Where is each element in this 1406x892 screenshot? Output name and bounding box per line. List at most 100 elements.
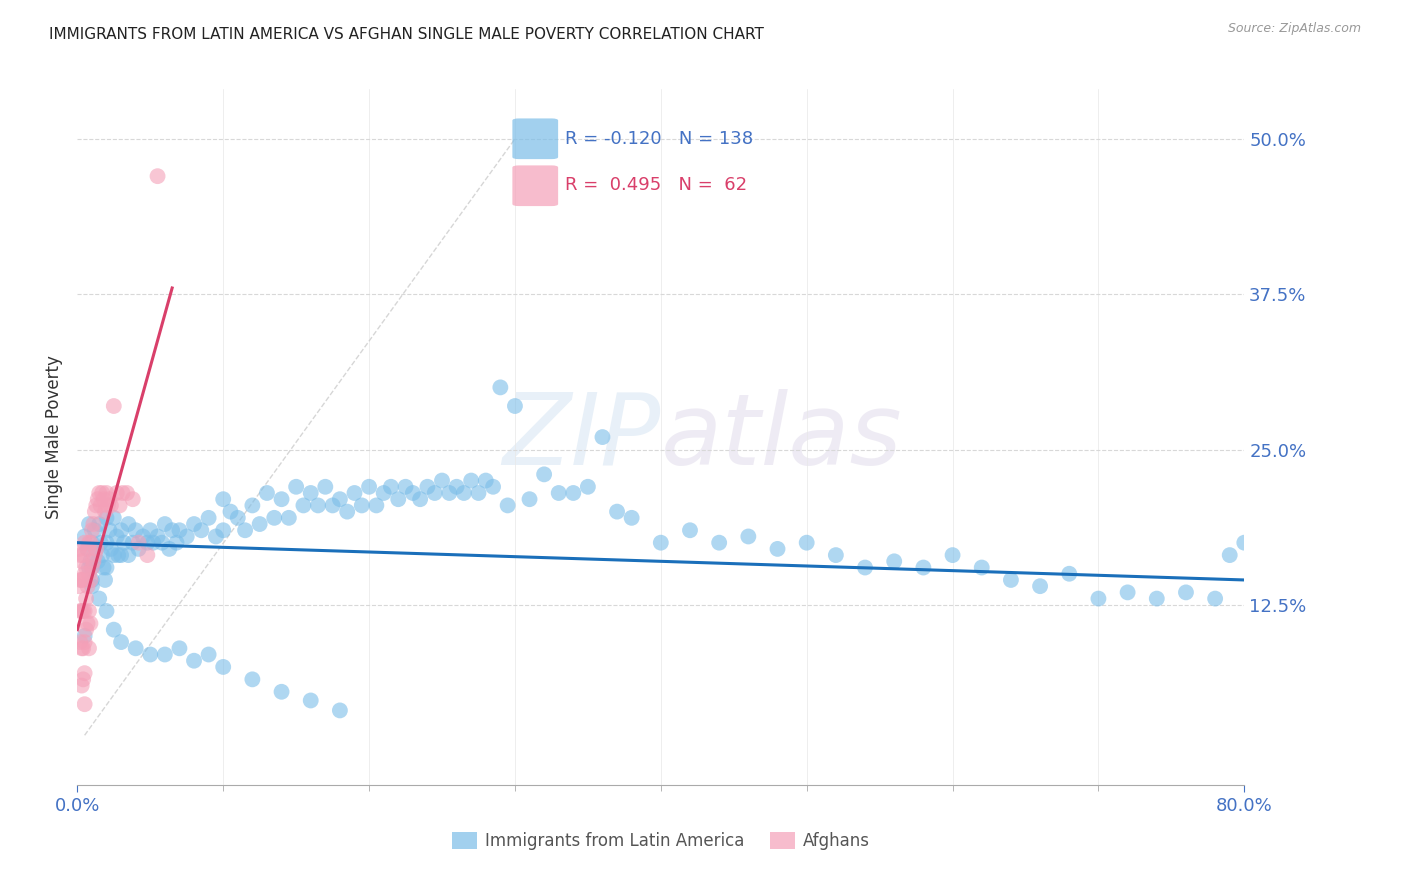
Point	[533, 467, 555, 482]
Point	[72, 548, 94, 562]
Point	[912, 560, 935, 574]
Point	[416, 480, 439, 494]
Point	[77, 641, 100, 656]
Point	[121, 492, 143, 507]
Point	[77, 604, 100, 618]
Point	[299, 693, 322, 707]
Text: IMMIGRANTS FROM LATIN AMERICA VS AFGHAN SINGLE MALE POVERTY CORRELATION CHART: IMMIGRANTS FROM LATIN AMERICA VS AFGHAN …	[49, 27, 763, 42]
Point	[110, 635, 132, 649]
Point	[270, 685, 292, 699]
Point	[72, 641, 94, 656]
Point	[80, 560, 103, 574]
Point	[115, 486, 138, 500]
Point	[183, 516, 205, 531]
Point	[73, 635, 96, 649]
Point	[75, 591, 97, 606]
Point	[233, 523, 256, 537]
Point	[183, 654, 205, 668]
Point	[97, 499, 120, 513]
Point	[69, 635, 91, 649]
Point	[343, 486, 366, 500]
Point	[329, 492, 352, 507]
Point	[650, 535, 672, 549]
Point	[110, 523, 132, 537]
Point	[124, 641, 148, 656]
Point	[79, 616, 101, 631]
Point	[709, 535, 731, 549]
Point	[72, 573, 94, 587]
Point	[110, 548, 132, 562]
Text: Source: ZipAtlas.com: Source: ZipAtlas.com	[1227, 22, 1361, 36]
Point	[80, 573, 103, 587]
Point	[853, 560, 876, 574]
Point	[79, 554, 101, 568]
Point	[205, 529, 228, 543]
Point	[98, 523, 121, 537]
Point	[82, 554, 104, 568]
Point	[83, 548, 105, 562]
Point	[240, 673, 263, 687]
Point	[69, 573, 91, 587]
Point	[73, 666, 96, 681]
Point	[73, 535, 96, 549]
Point	[942, 548, 965, 562]
Point	[212, 523, 235, 537]
Point	[111, 486, 134, 500]
Point	[1219, 548, 1241, 562]
Point	[197, 511, 219, 525]
Point	[94, 573, 117, 587]
Point	[240, 499, 263, 513]
Point	[84, 541, 107, 556]
Point	[387, 492, 409, 507]
Point	[606, 505, 628, 519]
Point	[70, 554, 93, 568]
Point	[883, 554, 905, 568]
Point	[453, 486, 475, 500]
Point	[87, 554, 110, 568]
Point	[128, 535, 150, 549]
Point	[103, 511, 125, 525]
Point	[350, 499, 373, 513]
Point	[153, 648, 176, 662]
Point	[249, 516, 271, 531]
Point	[402, 486, 425, 500]
Point	[73, 529, 96, 543]
Point	[394, 480, 416, 494]
Point	[1029, 579, 1052, 593]
Point	[89, 516, 111, 531]
Point	[89, 591, 111, 606]
Point	[547, 486, 569, 500]
Point	[67, 579, 90, 593]
Point	[70, 604, 93, 618]
Point	[1057, 566, 1080, 581]
Point	[76, 541, 98, 556]
Point	[117, 516, 139, 531]
Point	[256, 486, 278, 500]
Point	[117, 548, 139, 562]
Point	[970, 560, 993, 574]
Point	[139, 648, 162, 662]
Point	[80, 579, 103, 593]
Point	[166, 535, 188, 549]
Point	[73, 697, 96, 711]
Point	[1174, 585, 1197, 599]
Text: atlas: atlas	[661, 389, 903, 485]
Point	[446, 480, 468, 494]
Point	[93, 560, 115, 574]
Point	[105, 529, 128, 543]
Point	[79, 573, 101, 587]
Point	[121, 535, 143, 549]
Point	[72, 604, 94, 618]
Point	[105, 486, 128, 500]
Point	[98, 492, 121, 507]
Point	[76, 616, 98, 631]
Point	[103, 623, 125, 637]
Point	[82, 516, 104, 531]
Point	[212, 660, 235, 674]
Point	[136, 548, 159, 562]
Point	[519, 492, 541, 507]
Point	[84, 499, 107, 513]
Point	[737, 529, 759, 543]
Point	[69, 548, 91, 562]
Point	[72, 673, 94, 687]
